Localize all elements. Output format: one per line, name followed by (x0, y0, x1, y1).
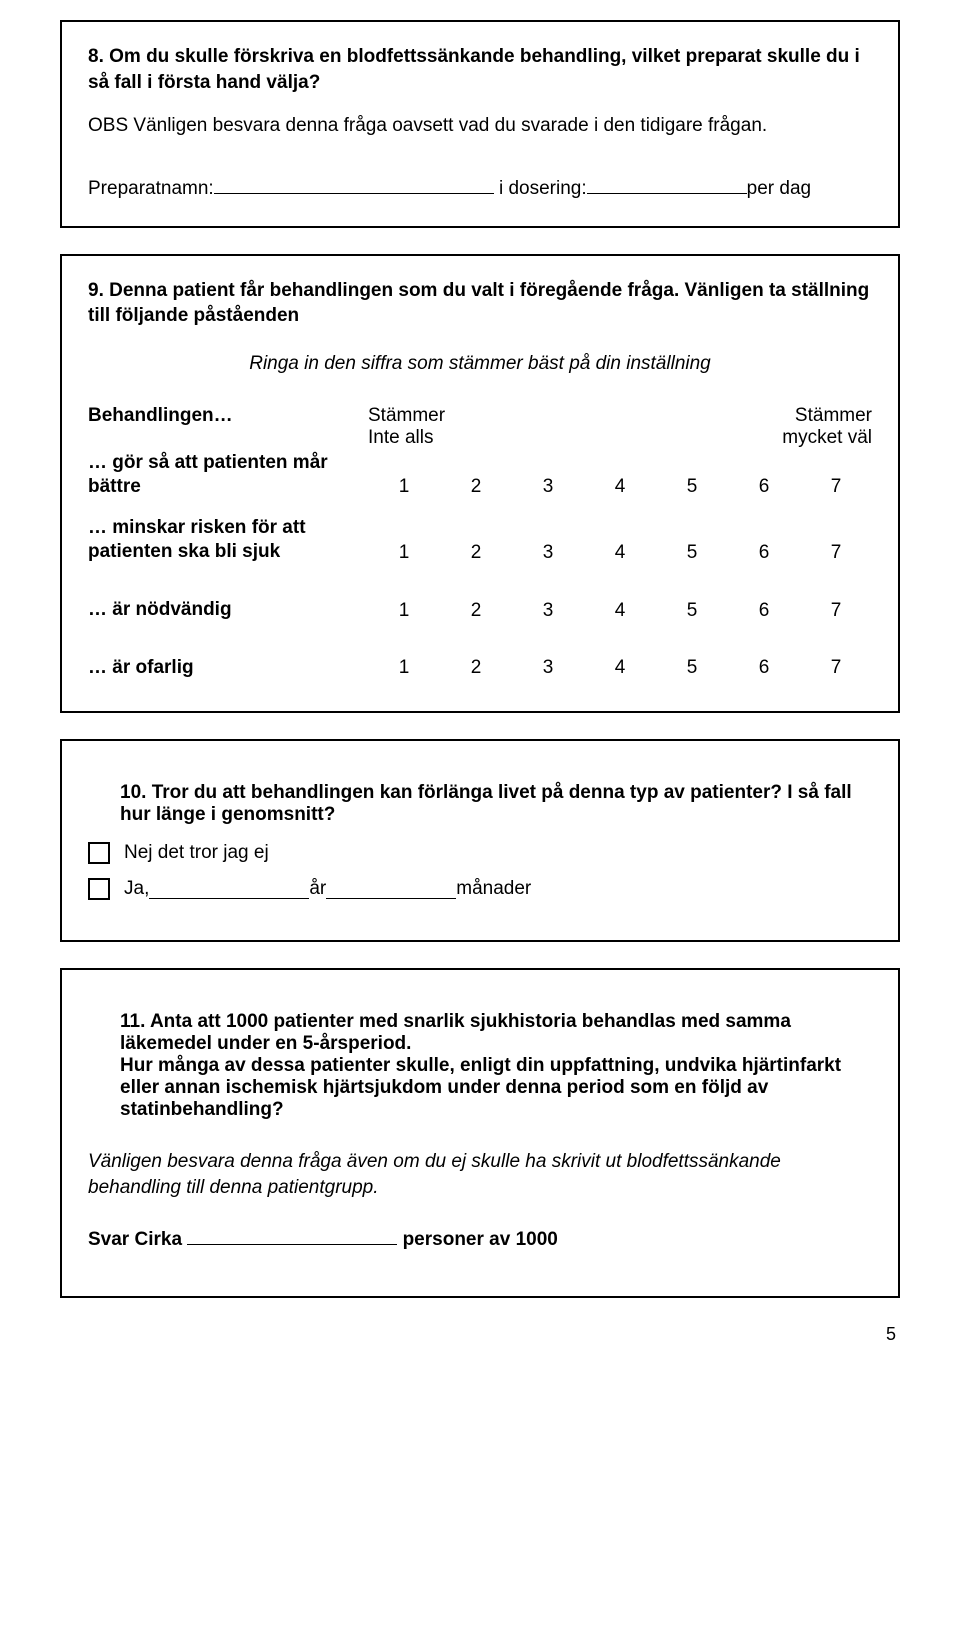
rating-row-2-label: … är nödvändig (88, 598, 368, 622)
q10-indent: 10. Tror du att behandlingen kan förläng… (120, 782, 872, 826)
scale-left-label: Stämmer Inte alls (368, 405, 488, 449)
rating-cell[interactable]: 7 (806, 600, 866, 622)
q8-input-prep[interactable] (214, 173, 494, 194)
rating-row-1-nums: 1 2 3 4 5 6 7 (368, 542, 872, 564)
rating-cell[interactable]: 5 (662, 657, 722, 679)
q10-option-yes[interactable]: Ja, år månader (88, 878, 872, 900)
q10-input-years[interactable] (149, 879, 309, 899)
q11-title: 11. Anta att 1000 patienter med snarlik … (120, 1011, 872, 1121)
rating-cell[interactable]: 3 (518, 600, 578, 622)
q8-title: 8. Om du skulle förskriva en blodfettssä… (88, 44, 872, 95)
rating-cell[interactable]: 5 (662, 542, 722, 564)
rating-cell[interactable]: 3 (518, 476, 578, 498)
q10-no-label: Nej det tror jag ej (124, 842, 269, 864)
rating-cell[interactable]: 2 (446, 657, 506, 679)
q8-note: OBS Vänligen besvara denna fråga oavsett… (88, 113, 872, 139)
rating-cell[interactable]: 6 (734, 657, 794, 679)
rating-cell[interactable]: 5 (662, 600, 722, 622)
rating-heading: Behandlingen… (88, 405, 368, 449)
q10-yes-months: månader (456, 878, 531, 900)
page-number: 5 (60, 1324, 900, 1345)
rating-block: Behandlingen… Stämmer Inte alls Stämmer … (88, 405, 872, 679)
q11-indent: 11. Anta att 1000 patienter med snarlik … (120, 1011, 872, 1121)
question-8-box: 8. Om du skulle förskriva en blodfettssä… (60, 20, 900, 228)
rating-cell[interactable]: 1 (374, 476, 434, 498)
rating-row-3-label: … är ofarlig (88, 656, 368, 680)
q10-yes-prefix: Ja, (124, 878, 149, 900)
rating-row-3-nums: 1 2 3 4 5 6 7 (368, 657, 872, 679)
rating-header: Behandlingen… Stämmer Inte alls Stämmer … (88, 405, 872, 449)
q11-answer-line: Svar Cirka personer av 1000 (88, 1225, 872, 1251)
rating-cell[interactable]: 7 (806, 476, 866, 498)
rating-cell[interactable]: 6 (734, 542, 794, 564)
q8-label-prep: Preparatnamn: (88, 178, 214, 199)
q8-input-dose[interactable] (587, 173, 747, 194)
rating-cell[interactable]: 1 (374, 600, 434, 622)
q10-title: 10. Tror du att behandlingen kan förläng… (120, 782, 872, 826)
rating-cell[interactable]: 3 (518, 542, 578, 564)
rating-cell[interactable]: 2 (446, 542, 506, 564)
question-9-box: 9. Denna patient får behandlingen som du… (60, 254, 900, 713)
rating-cell[interactable]: 1 (374, 542, 434, 564)
rating-cell[interactable]: 2 (446, 476, 506, 498)
q10-yes-years: år (309, 878, 326, 900)
q11-note: Vänligen besvara denna fråga även om du … (88, 1149, 872, 1200)
q8-label-perday: per dag (747, 178, 811, 199)
checkbox-icon[interactable] (88, 878, 110, 900)
scale-right-1: Stämmer (795, 405, 872, 426)
rating-row-3: … är ofarlig 1 2 3 4 5 6 7 (88, 656, 872, 680)
question-10-box: 10. Tror du att behandlingen kan förläng… (60, 739, 900, 942)
checkbox-icon[interactable] (88, 842, 110, 864)
rating-cell[interactable]: 4 (590, 600, 650, 622)
rating-row-1-label: … minskar risken för att patienten ska b… (88, 516, 368, 564)
rating-cell[interactable]: 5 (662, 476, 722, 498)
rating-cell[interactable]: 6 (734, 600, 794, 622)
rating-cell[interactable]: 3 (518, 657, 578, 679)
rating-cell[interactable]: 6 (734, 476, 794, 498)
q11-answer-prefix: Svar Cirka (88, 1229, 187, 1250)
rating-cell[interactable]: 4 (590, 657, 650, 679)
rating-cell[interactable]: 7 (806, 657, 866, 679)
q11-input-count[interactable] (187, 1225, 397, 1245)
rating-cell[interactable]: 2 (446, 600, 506, 622)
rating-row-1: … minskar risken för att patienten ska b… (88, 516, 872, 564)
q9-instruction: Ringa in den siffra som stämmer bäst på … (88, 353, 872, 375)
rating-row-0-nums: 1 2 3 4 5 6 7 (368, 476, 872, 498)
rating-cell[interactable]: 1 (374, 657, 434, 679)
rating-row-0-label: … gör så att patienten mår bättre (88, 451, 368, 499)
q11-answer-suffix: personer av 1000 (397, 1229, 558, 1250)
scale-spacer (488, 405, 732, 449)
q8-fill-line: Preparatnamn: i dosering: per dag (88, 173, 872, 200)
scale-right-2: mycket väl (782, 427, 872, 448)
q10-option-no[interactable]: Nej det tror jag ej (88, 842, 872, 864)
q9-title: 9. Denna patient får behandlingen som du… (88, 278, 872, 329)
rating-row-2-nums: 1 2 3 4 5 6 7 (368, 600, 872, 622)
page: 8. Om du skulle förskriva en blodfettssä… (0, 0, 960, 1375)
q8-label-dose: i dosering: (494, 178, 587, 199)
rating-row-0: … gör så att patienten mår bättre 1 2 3 … (88, 451, 872, 499)
scale-left-1: Stämmer (368, 405, 445, 426)
scale-right-label: Stämmer mycket väl (732, 405, 872, 449)
rating-row-2: … är nödvändig 1 2 3 4 5 6 7 (88, 598, 872, 622)
rating-cell[interactable]: 4 (590, 542, 650, 564)
question-11-box: 11. Anta att 1000 patienter med snarlik … (60, 968, 900, 1297)
rating-cell[interactable]: 4 (590, 476, 650, 498)
scale-left-2: Inte alls (368, 427, 433, 448)
q10-input-months[interactable] (326, 879, 456, 899)
rating-cell[interactable]: 7 (806, 542, 866, 564)
